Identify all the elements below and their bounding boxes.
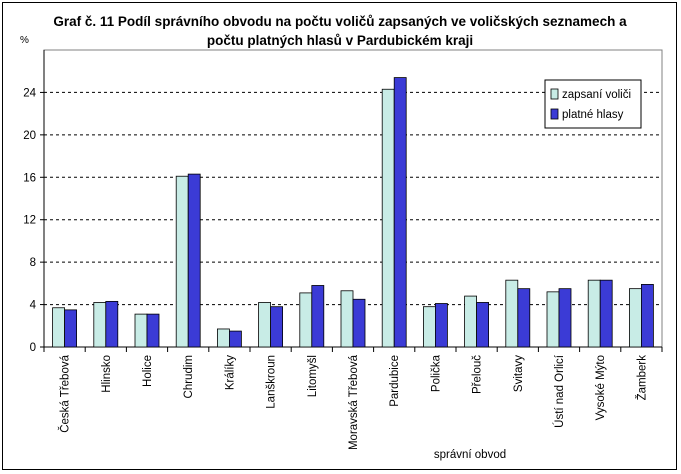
- bar-platne-hlasy: [558, 288, 572, 348]
- bar-platne-hlasy: [641, 284, 654, 348]
- y-tick-label: 20: [23, 130, 36, 142]
- bar-platne-hlasy: [393, 77, 407, 348]
- bar-zapsani-volici: [258, 302, 272, 348]
- x-tick-label: Lanškroun: [266, 355, 278, 409]
- bar-zapsani-volici: [629, 288, 642, 348]
- x-axis-label: správní obvod: [434, 449, 506, 461]
- bar-zapsani-volici: [422, 306, 436, 348]
- x-tick-label: Vysoké Mýto: [595, 355, 607, 420]
- bar-platne-hlasy: [64, 309, 77, 348]
- bar-platne-hlasy: [146, 313, 160, 348]
- y-tick-label: 4: [30, 300, 37, 312]
- legend-swatch: [550, 88, 559, 100]
- bar-platne-hlasy: [228, 330, 242, 348]
- x-tick-label: Holice: [142, 355, 154, 387]
- bar-zapsani-volici: [464, 295, 478, 348]
- bar-platne-hlasy: [187, 173, 201, 348]
- bar-platne-hlasy: [476, 302, 490, 348]
- bar-zapsani-volici: [587, 279, 601, 348]
- y-axis-label: %: [20, 35, 29, 46]
- bar-platne-hlasy: [434, 303, 448, 348]
- x-tick-label: Ústí nad Orlicí: [553, 354, 566, 428]
- bar-zapsani-volici: [546, 291, 560, 348]
- x-tick-label: Chrudim: [183, 355, 195, 398]
- bar-platne-hlasy: [599, 279, 613, 348]
- bar-platne-hlasy: [517, 288, 531, 348]
- x-tick-label: Litomyšl: [307, 355, 319, 397]
- bar-platne-hlasy: [270, 306, 284, 348]
- x-tick-label: Polička: [430, 354, 442, 392]
- y-tick-label: 12: [23, 215, 36, 227]
- bar-zapsani-volici: [299, 292, 313, 348]
- x-tick-label: Žamberk: [635, 355, 648, 401]
- x-tick-label: Králíky: [224, 355, 236, 390]
- legend-swatch: [550, 108, 559, 120]
- legend: [544, 79, 642, 129]
- bar-zapsani-volici: [52, 307, 65, 348]
- bar-platne-hlasy: [105, 300, 119, 348]
- x-tick-label: Moravská Třebová: [348, 354, 360, 450]
- bar-platne-hlasy: [311, 285, 325, 348]
- y-tick-label: 24: [23, 87, 36, 99]
- y-tick-label: 0: [30, 342, 36, 354]
- x-tick-label: Česká Třebová: [59, 354, 72, 432]
- x-tick-label: Svitavy: [513, 355, 525, 392]
- x-tick-label: Přelouč: [472, 355, 484, 394]
- bar-zapsani-volici: [216, 328, 230, 348]
- bar-zapsani-volici: [175, 175, 189, 348]
- bar-zapsani-volici: [381, 88, 395, 348]
- bar-zapsani-volici: [93, 302, 107, 348]
- x-tick-label: Hlinsko: [101, 355, 113, 393]
- y-tick-label: 16: [23, 172, 36, 184]
- x-tick-label: Pardubice: [389, 355, 401, 407]
- bar-platne-hlasy: [352, 298, 366, 348]
- legend-label: zapsaní voliči: [562, 89, 631, 101]
- y-tick-label: 8: [30, 257, 36, 269]
- bar-zapsani-volici: [505, 279, 519, 348]
- chart-title: Graf č. 11 Podíl správního obvodu na poč…: [53, 14, 627, 48]
- bar-zapsani-volici: [134, 313, 148, 348]
- bar-zapsani-volici: [340, 290, 354, 348]
- legend-label: platné hlasy: [562, 109, 624, 121]
